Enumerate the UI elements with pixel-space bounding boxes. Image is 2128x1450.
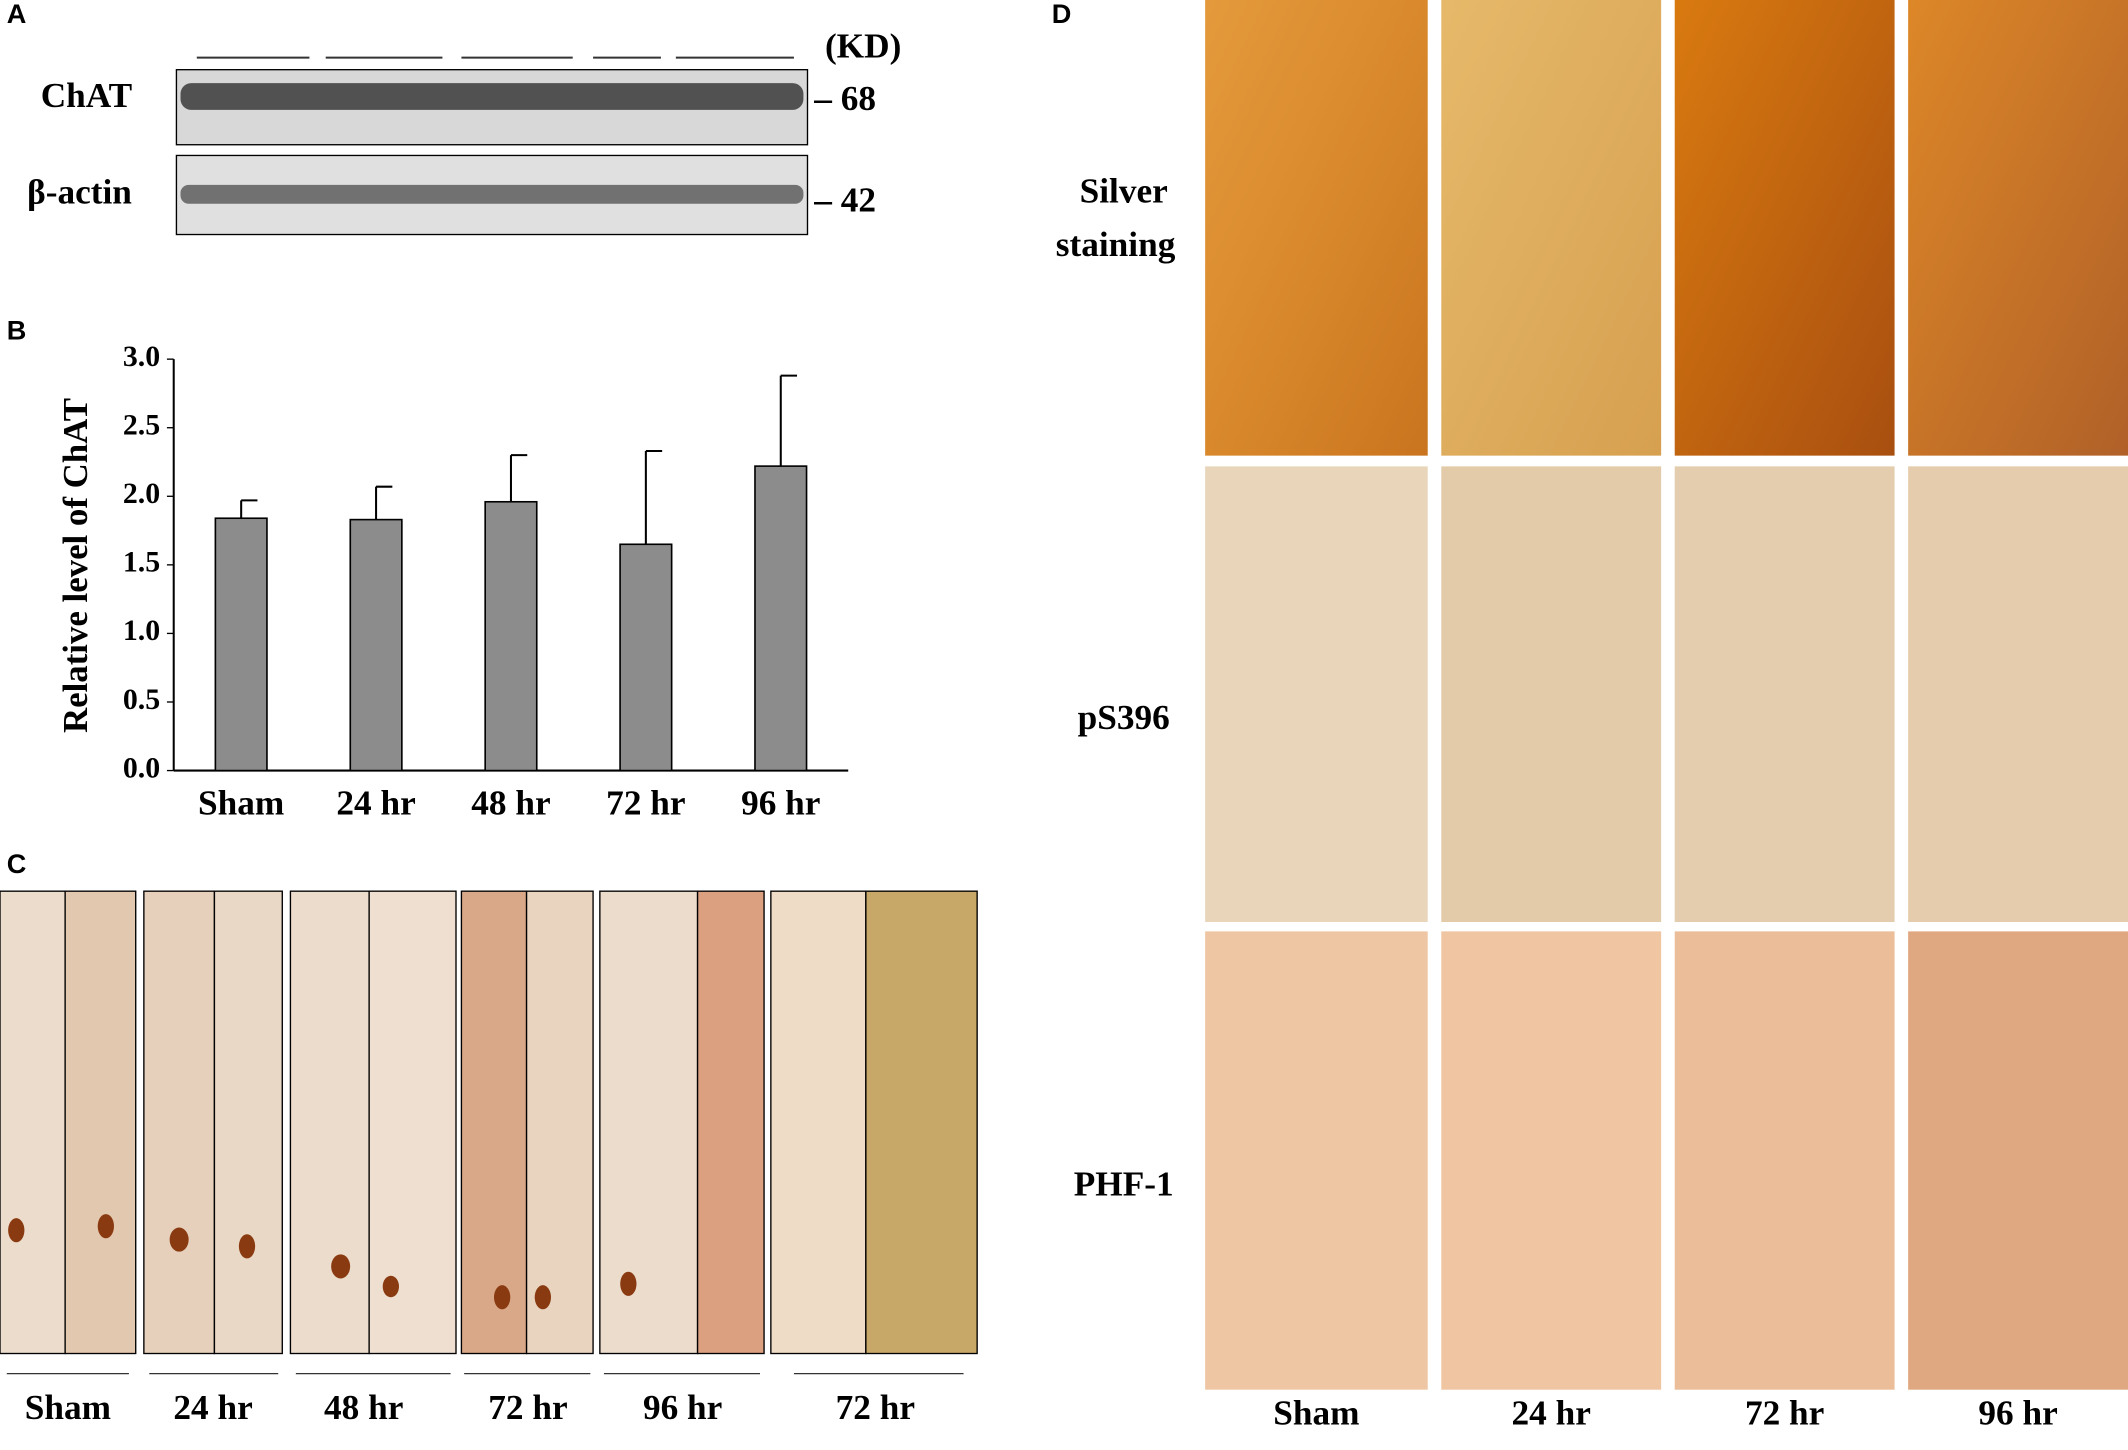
x-tick-label: 48 hr bbox=[471, 784, 550, 823]
y-tick-label: 2.5 bbox=[123, 410, 160, 442]
marker: – 42 bbox=[813, 181, 876, 220]
unit-label: (KD) bbox=[825, 27, 901, 66]
row-label: staining bbox=[1056, 225, 1176, 264]
micrographs-d bbox=[1205, 0, 2128, 1390]
column-label: 72 hr bbox=[488, 1388, 567, 1427]
blot-name: β-actin bbox=[27, 173, 132, 212]
bar bbox=[619, 543, 673, 772]
bar bbox=[754, 465, 808, 772]
bar-chart: B Relative level of ChAT 0.0 0.5 1.0 1.5 2.0… bbox=[7, 316, 849, 823]
blot-name: ChAT bbox=[41, 76, 132, 115]
column-label: 96 hr bbox=[643, 1388, 722, 1427]
row-label: pS396 bbox=[1078, 698, 1170, 737]
panel-label: B bbox=[7, 316, 27, 346]
column-label: Sham bbox=[1273, 1394, 1359, 1433]
band bbox=[180, 184, 804, 204]
micrographs-c bbox=[0, 890, 978, 1355]
row-label: Silver bbox=[1080, 172, 1168, 211]
y-tick-label: 0.0 bbox=[123, 752, 160, 784]
panel-label: D bbox=[1052, 0, 1072, 29]
column-label: 96 hr bbox=[1978, 1394, 2057, 1433]
column-label: 72 hr bbox=[1745, 1394, 1824, 1433]
column-label: 24 hr bbox=[1512, 1394, 1591, 1433]
bar bbox=[214, 517, 268, 772]
column-label: 72 hr bbox=[836, 1388, 915, 1427]
x-tick-label: Sham bbox=[198, 784, 284, 823]
marker: – 68 bbox=[813, 79, 876, 118]
band bbox=[180, 83, 804, 110]
column-label: Sham bbox=[25, 1388, 111, 1427]
bar bbox=[349, 518, 403, 772]
column-label: 24 hr bbox=[173, 1388, 252, 1427]
x-tick-label: 96 hr bbox=[741, 784, 820, 823]
y-tick-label: 1.5 bbox=[123, 547, 160, 579]
neurons bbox=[8, 1214, 637, 1310]
row-label: PHF-1 bbox=[1074, 1165, 1174, 1204]
y-tick-label: 1.0 bbox=[123, 615, 160, 647]
bar bbox=[484, 500, 538, 772]
x-tick-label: 72 hr bbox=[606, 784, 685, 823]
y-tick-label: 2.0 bbox=[123, 478, 160, 510]
y-tick-label: 3.0 bbox=[123, 341, 160, 373]
x-tick-label: 24 hr bbox=[336, 784, 415, 823]
panel-label: C bbox=[7, 849, 27, 879]
column-label: 48 hr bbox=[324, 1388, 403, 1427]
y-tick-label: 0.5 bbox=[123, 684, 160, 716]
panel-label: A bbox=[7, 0, 27, 29]
y-axis-label: Relative level of ChAT bbox=[56, 398, 95, 733]
